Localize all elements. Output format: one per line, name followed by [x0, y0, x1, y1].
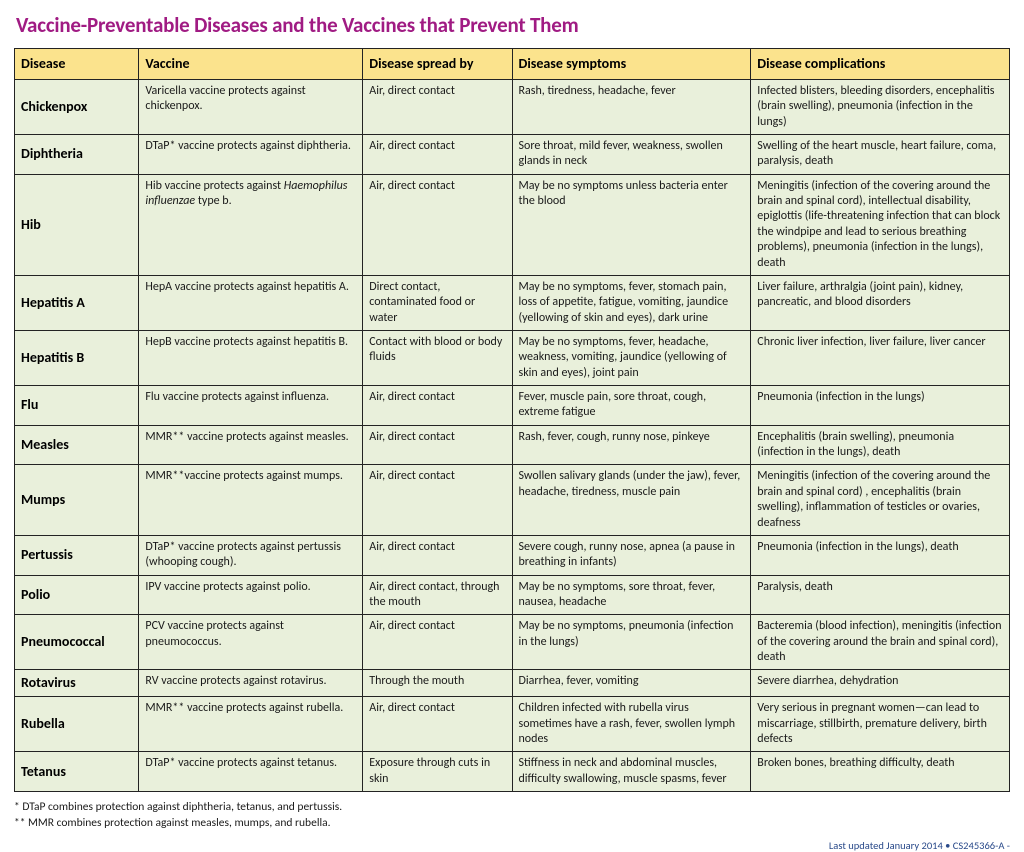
cell-complications: Meningitis (infection of the covering ar… [751, 465, 1010, 535]
cell-disease: Hepatitis A [15, 275, 139, 330]
table-header-row: DiseaseVaccineDisease spread byDisease s… [15, 49, 1010, 80]
cell-spread: Air, direct contact [363, 697, 512, 752]
cell-disease: Flu [15, 386, 139, 426]
cell-symptoms: May be no symptoms, pneumonia (infection… [512, 615, 751, 670]
table-row: FluFlu vaccine protects against influenz… [15, 386, 1010, 426]
cell-spread: Air, direct contact, through the mouth [363, 575, 512, 615]
column-header: Disease symptoms [512, 49, 751, 80]
cell-spread: Air, direct contact [363, 386, 512, 426]
cell-spread: Through the mouth [363, 670, 512, 697]
cell-complications: Pneumonia (infection in the lungs) [751, 386, 1010, 426]
cell-disease: Rotavirus [15, 670, 139, 697]
footnote: * DTaP combines protection against dipht… [14, 800, 1010, 816]
table-row: RubellaMMR** vaccine protects against ru… [15, 697, 1010, 752]
cell-complications: Encephalitis (brain swelling), pneumonia… [751, 425, 1010, 465]
cell-vaccine: RV vaccine protects against rotavirus. [139, 670, 363, 697]
cell-complications: Broken bones, breathing difficulty, deat… [751, 752, 1010, 792]
cell-vaccine: DTaP* vaccine protects against pertussis… [139, 535, 363, 575]
last-updated: Last updated January 2014 • CS245366-A - [829, 839, 1010, 852]
cell-spread: Air, direct contact [363, 425, 512, 465]
table-row: RotavirusRV vaccine protects against rot… [15, 670, 1010, 697]
table-row: MumpsMMR**vaccine protects against mumps… [15, 465, 1010, 535]
vaccine-table: DiseaseVaccineDisease spread byDisease s… [14, 48, 1010, 792]
cell-symptoms: Rash, tiredness, headache, fever [512, 79, 751, 134]
cell-complications: Swelling of the heart muscle, heart fail… [751, 134, 1010, 174]
cell-symptoms: Severe cough, runny nose, apnea (a pause… [512, 535, 751, 575]
cell-vaccine: MMR**vaccine protects against mumps. [139, 465, 363, 535]
table-row: HibHib vaccine protects against Haemophi… [15, 174, 1010, 275]
cell-complications: Bacteremia (blood infection), meningitis… [751, 615, 1010, 670]
cell-complications: Liver failure, arthralgia (joint pain), … [751, 275, 1010, 330]
table-row: MeaslesMMR** vaccine protects against me… [15, 425, 1010, 465]
cell-disease: Tetanus [15, 752, 139, 792]
cell-vaccine: MMR** vaccine protects against measles. [139, 425, 363, 465]
cell-spread: Air, direct contact [363, 174, 512, 275]
cell-disease: Hepatitis B [15, 330, 139, 385]
cell-vaccine: DTaP* vaccine protects against tetanus. [139, 752, 363, 792]
page-title: Vaccine-Preventable Diseases and the Vac… [16, 12, 1010, 38]
cell-complications: Infected blisters, bleeding disorders, e… [751, 79, 1010, 134]
cell-disease: Mumps [15, 465, 139, 535]
cell-spread: Contact with blood or body fluids [363, 330, 512, 385]
cell-spread: Air, direct contact [363, 465, 512, 535]
cell-symptoms: May be no symptoms unless bacteria enter… [512, 174, 751, 275]
cell-spread: Air, direct contact [363, 615, 512, 670]
cell-complications: Meningitis (infection of the covering ar… [751, 174, 1010, 275]
column-header: Vaccine [139, 49, 363, 80]
cell-symptoms: Swollen salivary glands (under the jaw),… [512, 465, 751, 535]
cell-symptoms: Children infected with rubella virus som… [512, 697, 751, 752]
cell-symptoms: Stiffness in neck and abdominal muscles,… [512, 752, 751, 792]
cell-vaccine: DTaP* vaccine protects against diphtheri… [139, 134, 363, 174]
cell-vaccine: Flu vaccine protects against influenza. [139, 386, 363, 426]
cell-symptoms: Sore throat, mild fever, weakness, swoll… [512, 134, 751, 174]
cell-vaccine: PCV vaccine protects against pneumococcu… [139, 615, 363, 670]
cell-disease: Diphtheria [15, 134, 139, 174]
cell-symptoms: May be no symptoms, sore throat, fever, … [512, 575, 751, 615]
cell-spread: Air, direct contact [363, 535, 512, 575]
cell-vaccine: Varicella vaccine protects against chick… [139, 79, 363, 134]
table-row: ChickenpoxVaricella vaccine protects aga… [15, 79, 1010, 134]
cell-disease: Pertussis [15, 535, 139, 575]
cell-complications: Severe diarrhea, dehydration [751, 670, 1010, 697]
cell-complications: Very serious in pregnant women—can lead … [751, 697, 1010, 752]
cell-symptoms: May be no symptoms, fever, stomach pain,… [512, 275, 751, 330]
column-header: Disease spread by [363, 49, 512, 80]
column-header: Disease complications [751, 49, 1010, 80]
footnotes: * DTaP combines protection against dipht… [14, 800, 1010, 831]
cell-symptoms: May be no symptoms, fever, headache, wea… [512, 330, 751, 385]
cell-complications: Chronic liver infection, liver failure, … [751, 330, 1010, 385]
cell-symptoms: Fever, muscle pain, sore throat, cough, … [512, 386, 751, 426]
table-row: DiphtheriaDTaP* vaccine protects against… [15, 134, 1010, 174]
cell-vaccine: IPV vaccine protects against polio. [139, 575, 363, 615]
table-row: Hepatitis AHepA vaccine protects against… [15, 275, 1010, 330]
cell-vaccine: HepB vaccine protects against hepatitis … [139, 330, 363, 385]
cell-spread: Exposure through cuts in skin [363, 752, 512, 792]
table-row: TetanusDTaP* vaccine protects against te… [15, 752, 1010, 792]
footnote: ** MMR combines protection against measl… [14, 816, 1010, 832]
table-row: PneumococcalPCV vaccine protects against… [15, 615, 1010, 670]
cell-disease: Polio [15, 575, 139, 615]
cell-complications: Paralysis, death [751, 575, 1010, 615]
table-row: PertussisDTaP* vaccine protects against … [15, 535, 1010, 575]
table-body: ChickenpoxVaricella vaccine protects aga… [15, 79, 1010, 791]
cell-vaccine: MMR** vaccine protects against rubella. [139, 697, 363, 752]
table-row: Hepatitis BHepB vaccine protects against… [15, 330, 1010, 385]
cell-spread: Air, direct contact [363, 79, 512, 134]
cell-disease: Measles [15, 425, 139, 465]
cell-spread: Direct contact, contaminated food or wat… [363, 275, 512, 330]
column-header: Disease [15, 49, 139, 80]
table-head: DiseaseVaccineDisease spread byDisease s… [15, 49, 1010, 80]
cell-disease: Chickenpox [15, 79, 139, 134]
cell-vaccine: HepA vaccine protects against hepatitis … [139, 275, 363, 330]
cell-disease: Pneumococcal [15, 615, 139, 670]
cell-disease: Hib [15, 174, 139, 275]
cell-vaccine: Hib vaccine protects against Haemophilus… [139, 174, 363, 275]
cell-disease: Rubella [15, 697, 139, 752]
cell-symptoms: Diarrhea, fever, vomiting [512, 670, 751, 697]
cell-spread: Air, direct contact [363, 134, 512, 174]
cell-symptoms: Rash, fever, cough, runny nose, pinkeye [512, 425, 751, 465]
cell-complications: Pneumonia (infection in the lungs), deat… [751, 535, 1010, 575]
table-row: PolioIPV vaccine protects against polio.… [15, 575, 1010, 615]
